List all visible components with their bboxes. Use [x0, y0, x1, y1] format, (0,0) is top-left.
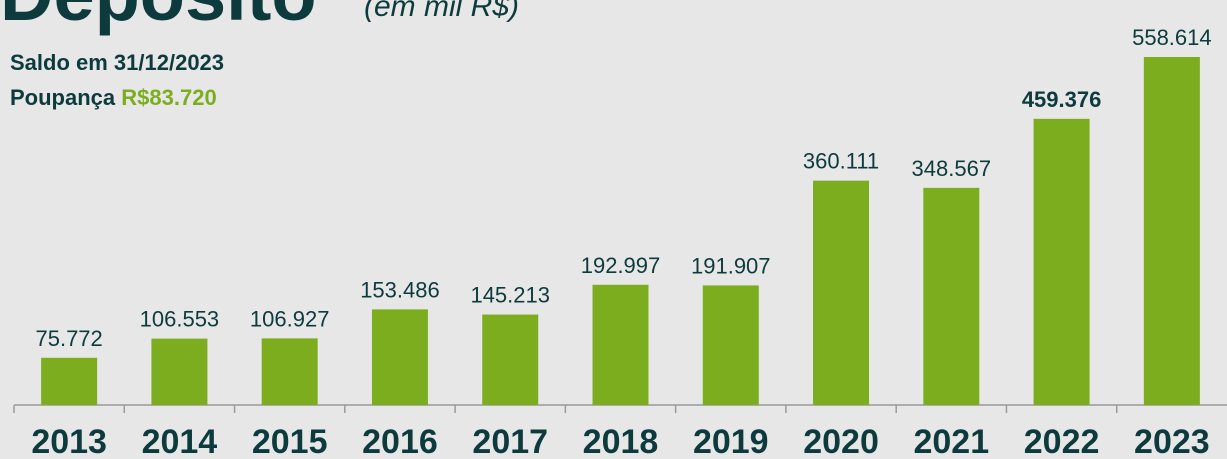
value-label: 145.213 — [470, 283, 550, 308]
value-label: 459.376 — [1022, 87, 1102, 112]
x-tick-label: 2016 — [362, 423, 438, 459]
bar — [1143, 57, 1200, 405]
value-label: 75.772 — [35, 326, 102, 351]
bar — [482, 314, 539, 405]
bar — [592, 284, 649, 405]
bar — [41, 357, 98, 405]
savings-label: Poupança — [10, 85, 116, 110]
x-tick-label: 2017 — [472, 423, 548, 459]
bar — [371, 309, 428, 405]
x-tick-label: 2023 — [1134, 423, 1210, 459]
value-label: 153.486 — [360, 277, 440, 302]
x-tick-label: 2021 — [913, 423, 989, 459]
value-label: 192.997 — [581, 253, 661, 278]
x-tick-label: 2013 — [31, 423, 107, 459]
unit-note: (em mil R$) — [364, 0, 519, 23]
bar — [923, 187, 980, 405]
bar — [1033, 118, 1090, 406]
chart-title: Depósito — [0, 0, 317, 36]
value-label: 558.614 — [1132, 25, 1212, 50]
x-tick-label: 2019 — [693, 423, 769, 459]
x-tick-label: 2022 — [1024, 423, 1100, 459]
bar — [151, 338, 208, 405]
x-tick-label: 2014 — [142, 423, 218, 459]
value-label: 360.111 — [803, 149, 879, 174]
x-tick-label: 2018 — [583, 423, 659, 459]
savings-line: Poupança R$83.720 — [10, 85, 217, 110]
value-label: 348.567 — [912, 156, 992, 181]
value-label: 106.927 — [250, 306, 330, 331]
bar — [702, 285, 759, 405]
value-label: 106.553 — [140, 307, 220, 332]
subtitle: Saldo em 31/12/2023 — [10, 50, 224, 75]
x-tick-label: 2020 — [803, 423, 879, 459]
bar — [261, 338, 318, 405]
value-label: 191.907 — [691, 253, 771, 278]
bar — [813, 180, 870, 405]
x-tick-label: 2015 — [252, 423, 328, 459]
savings-value: R$83.720 — [121, 85, 216, 110]
